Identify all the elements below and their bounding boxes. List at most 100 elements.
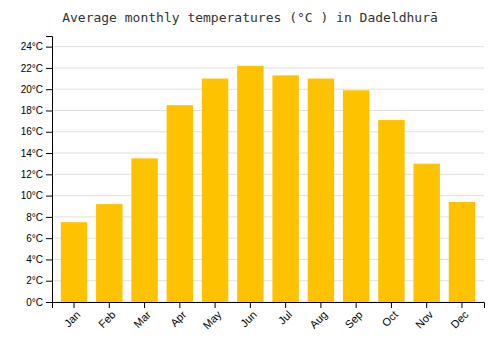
y-tick: 4°C <box>26 254 52 265</box>
x-tick-mark <box>426 302 427 308</box>
x-tick: Dec <box>448 302 471 331</box>
x-tick: Jan <box>62 302 83 329</box>
y-tick-mark <box>46 110 52 111</box>
y-tick-mark <box>46 281 52 282</box>
y-tick-mark <box>46 132 52 133</box>
bar <box>308 79 334 302</box>
x-tick-label: Mar <box>131 308 153 330</box>
y-tick: 6°C <box>26 233 52 244</box>
x-tick-label: Feb <box>96 308 118 330</box>
title: Average monthly temperatures (°C ) in Da… <box>62 10 438 25</box>
bar <box>378 120 404 302</box>
x-tick-mark <box>250 302 251 308</box>
bar <box>167 105 193 302</box>
x-tick-mark <box>215 302 216 308</box>
y-tick-mark <box>46 68 52 69</box>
x-tick: Jun <box>238 302 259 329</box>
x-tick-label: Sep <box>342 308 364 330</box>
y-tick-mark <box>46 153 52 154</box>
y-tick-label: 20°C <box>21 84 43 95</box>
y-tick-mark <box>46 89 52 90</box>
x-tick: Apr <box>168 302 189 329</box>
x-tick: Oct <box>379 302 400 329</box>
x-tick-mark <box>74 302 75 308</box>
grid <box>52 47 484 302</box>
y-tick-label: 24°C <box>21 41 43 52</box>
y-tick-label: 4°C <box>26 254 43 265</box>
x-tick-label: Oct <box>379 308 400 329</box>
y-tick-mark <box>46 47 52 48</box>
y-tick-label: 16°C <box>21 126 43 137</box>
y-tick: 14°C <box>21 148 52 159</box>
y-tick-label: 10°C <box>21 190 43 201</box>
y-tick-mark <box>46 196 52 197</box>
grid-line <box>52 131 484 132</box>
x-axis: Jan Feb Mar Apr May Jun Jul Aug Sep Oct Nov Dec <box>53 302 485 331</box>
x-tick-label: Jan <box>62 308 83 329</box>
y-tick: 8°C <box>26 212 52 223</box>
x-tick-label: Apr <box>168 308 189 329</box>
y-tick: 12°C <box>21 169 52 180</box>
y-tick-label: 22°C <box>21 63 43 74</box>
y-axis: 0°C 2°C 4°C 6°C 8°C 10°C 12°C 14°C 16°C 18°C 20°C 2… <box>21 37 53 308</box>
x-tick-label: May <box>200 308 224 332</box>
y-tick-mark <box>46 259 52 260</box>
x-tick: Aug <box>307 302 329 331</box>
x-tick-label: Dec <box>448 308 471 331</box>
x-tick-mark <box>109 302 110 308</box>
x-tick-mark <box>144 302 145 308</box>
x-tick-mark <box>461 302 462 308</box>
y-tick-mark <box>46 217 52 218</box>
y-tick-label: 18°C <box>21 105 43 116</box>
x-tick-mark <box>179 302 180 308</box>
bar <box>61 222 87 302</box>
bar <box>96 204 122 302</box>
bar <box>131 158 157 302</box>
x-tick: Feb <box>96 302 118 330</box>
bar <box>413 164 439 302</box>
grid-line <box>52 110 484 111</box>
x-tick-mark <box>320 302 321 308</box>
x-tick-mark <box>391 302 392 308</box>
chart: Jan Feb Mar Apr May Jun Jul Aug Sep Oct Nov Dec 0°C 2… <box>0 0 500 350</box>
grid-line <box>52 46 484 47</box>
x-tick-mark <box>285 302 286 308</box>
y-tick: 16°C <box>21 126 52 137</box>
bar <box>343 90 369 302</box>
y-tick: 20°C <box>21 84 52 95</box>
grid-line <box>52 89 484 90</box>
x-tick-label: Aug <box>307 308 329 330</box>
bar <box>449 202 475 302</box>
x-tick: Sep <box>342 302 364 331</box>
y-tick: 22°C <box>21 63 52 74</box>
y-tick-label: 2°C <box>26 275 43 286</box>
x-tick-mark <box>356 302 357 308</box>
x-axis-line <box>53 303 485 309</box>
y-tick-mark <box>46 174 52 175</box>
x-tick-label: Jul <box>276 308 294 326</box>
x-tick: Nov <box>413 302 436 331</box>
y-tick-label: 0°C <box>26 297 43 308</box>
bar <box>237 66 263 302</box>
marks <box>61 66 475 302</box>
x-tick: Jul <box>276 302 294 327</box>
x-tick-label: Jun <box>238 308 259 329</box>
y-tick: 2°C <box>26 275 52 286</box>
y-tick-mark <box>46 238 52 239</box>
y-axis-line <box>46 37 53 303</box>
x-tick: Mar <box>131 302 153 330</box>
plot: Jan Feb Mar Apr May Jun Jul Aug Sep Oct Nov Dec 0°C 2… <box>21 37 485 332</box>
y-tick: 24°C <box>21 41 52 52</box>
bar <box>272 75 298 302</box>
y-tick-mark <box>46 302 52 303</box>
grid-line <box>52 153 484 154</box>
y-tick: 0°C <box>26 297 52 308</box>
y-tick-label: 8°C <box>26 212 43 223</box>
y-tick-label: 14°C <box>21 148 43 159</box>
x-tick: May <box>200 302 224 331</box>
bar <box>202 79 228 302</box>
y-tick-label: 6°C <box>26 233 43 244</box>
y-tick: 18°C <box>21 105 52 116</box>
y-tick-label: 12°C <box>21 169 43 180</box>
grid-line <box>52 67 484 68</box>
